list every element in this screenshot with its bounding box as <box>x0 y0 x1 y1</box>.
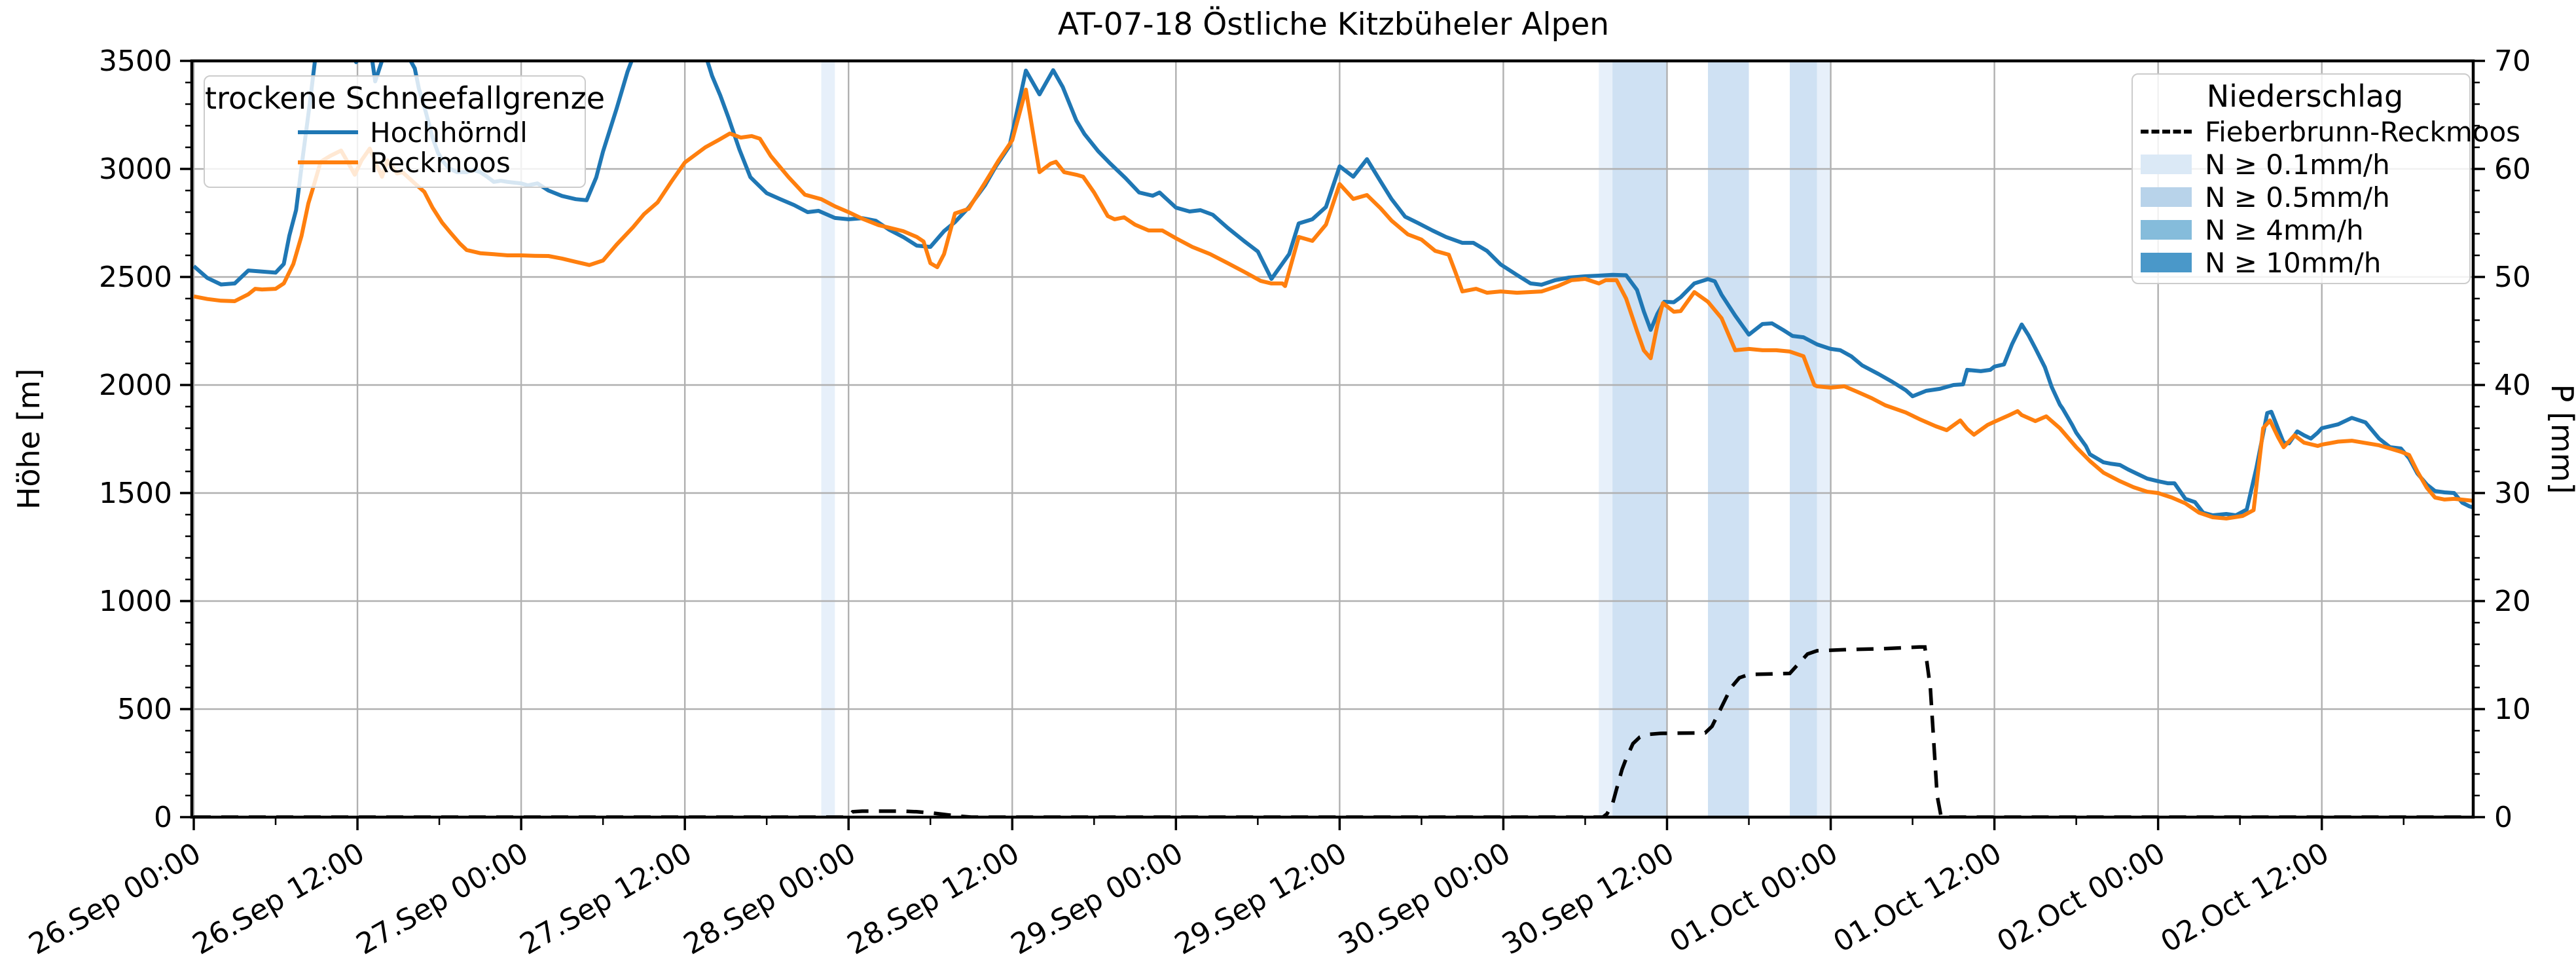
x-tick-label: 30.Sep 12:00 <box>1497 836 1680 961</box>
legend-entry-label: Hochhörndl <box>370 116 528 149</box>
legend-entry-n4: N ≥ 4mm/h <box>2141 213 2469 246</box>
band-swatch-icon <box>2141 155 2192 174</box>
y-left-tick-label: 1000 <box>99 585 172 618</box>
legend-entry-reckmoos: Reckmoos <box>298 146 585 179</box>
legend-snowline-title: trockene Schneefallgrenze <box>205 81 606 116</box>
precip-band-n05 <box>1707 61 1749 817</box>
x-tick-label: 27.Sep 12:00 <box>515 836 698 961</box>
y-right-axis-label: P [mm] <box>2545 384 2576 494</box>
legend-precipitation: Niederschlag Fieberbrunn-Reckmoos N ≥ 0.… <box>2132 73 2520 284</box>
y-right-tick-label: 40 <box>2494 369 2531 402</box>
x-tick-label: 26.Sep 12:00 <box>187 836 371 961</box>
axis-ticks <box>180 60 2485 830</box>
dashed-line-sample-icon <box>2141 130 2192 134</box>
precip-band-n01 <box>1599 61 1613 817</box>
band-swatch-icon <box>2141 187 2192 207</box>
legend-entry-label: N ≥ 4mm/h <box>2205 213 2364 246</box>
precip-band-n01 <box>1817 61 1831 817</box>
legend-entry-label: Reckmoos <box>370 146 511 179</box>
precip-band-n05 <box>1612 61 1667 817</box>
x-tick-label: 30.Sep 00:00 <box>1333 836 1516 961</box>
legend-entry-n01: N ≥ 0.1mm/h <box>2141 148 2469 181</box>
y-left-tick-label: 2000 <box>99 369 172 402</box>
legend-entry-label: N ≥ 0.5mm/h <box>2205 181 2390 213</box>
legend-snowline: trockene Schneefallgrenze Hochhörndl Rec… <box>204 75 606 188</box>
band-swatch-icon <box>2141 253 2192 272</box>
y-right-tick-label: 10 <box>2494 693 2531 726</box>
x-tick-label: 02.Oct 00:00 <box>1991 836 2171 959</box>
y-right-tick-label: 50 <box>2494 261 2531 294</box>
y-left-tick-label: 500 <box>117 693 172 726</box>
line-sample-icon <box>298 160 358 164</box>
x-tick-label: 28.Sep 12:00 <box>842 836 1025 961</box>
legend-entry-label: N ≥ 0.1mm/h <box>2205 148 2390 181</box>
legend-entry-label: N ≥ 10mm/h <box>2205 246 2382 279</box>
precip-band-n05 <box>1790 61 1817 817</box>
y-right-tick-label: 30 <box>2494 477 2531 510</box>
y-right-tick-label: 0 <box>2494 801 2513 834</box>
x-tick-label: 27.Sep 00:00 <box>351 836 534 961</box>
x-tick-label: 29.Sep 12:00 <box>1169 836 1352 961</box>
x-tick-label: 29.Sep 00:00 <box>1006 836 1189 961</box>
x-tick-label: 26.Sep 00:00 <box>24 836 207 961</box>
legend-entry-fieberbrunn: Fieberbrunn-Reckmoos <box>2141 115 2520 148</box>
legend-precipitation-title: Niederschlag <box>2206 79 2404 114</box>
x-tick-label: 01.Oct 00:00 <box>1664 836 1843 959</box>
y-left-axis-label: Höhe [m] <box>11 369 46 510</box>
x-tick-label: 02.Oct 12:00 <box>2155 836 2334 959</box>
line-sample-icon <box>298 130 358 134</box>
band-swatch-icon <box>2141 220 2192 240</box>
legend-entry-label: Fieberbrunn-Reckmoos <box>2205 115 2521 148</box>
y-left-tick-label: 0 <box>154 801 172 834</box>
legend-entry-hochhoerndl: Hochhörndl <box>298 116 585 149</box>
precip-band-n01 <box>821 61 835 817</box>
y-left-tick-label: 3000 <box>99 153 172 186</box>
x-tick-label: 01.Oct 12:00 <box>1828 836 2007 959</box>
y-left-tick-label: 2500 <box>99 261 172 294</box>
legend-entry-n10: N ≥ 10mm/h <box>2141 246 2469 279</box>
y-right-tick-label: 70 <box>2494 45 2531 78</box>
y-left-tick-label: 3500 <box>99 45 172 78</box>
precip-bands <box>821 61 1831 817</box>
chart-title: AT-07-18 Östliche Kitzbüheler Alpen <box>1057 7 1610 43</box>
plot-border <box>190 59 2475 819</box>
y-right-tick-label: 20 <box>2494 585 2531 618</box>
precip-cumulative-line <box>194 645 2473 818</box>
y-right-tick-label: 60 <box>2494 153 2531 186</box>
x-tick-label: 28.Sep 00:00 <box>678 836 862 961</box>
y-left-tick-label: 1500 <box>99 477 172 510</box>
series-line-reckmoos <box>193 87 2474 521</box>
legend-entry-n05: N ≥ 0.5mm/h <box>2141 181 2469 213</box>
